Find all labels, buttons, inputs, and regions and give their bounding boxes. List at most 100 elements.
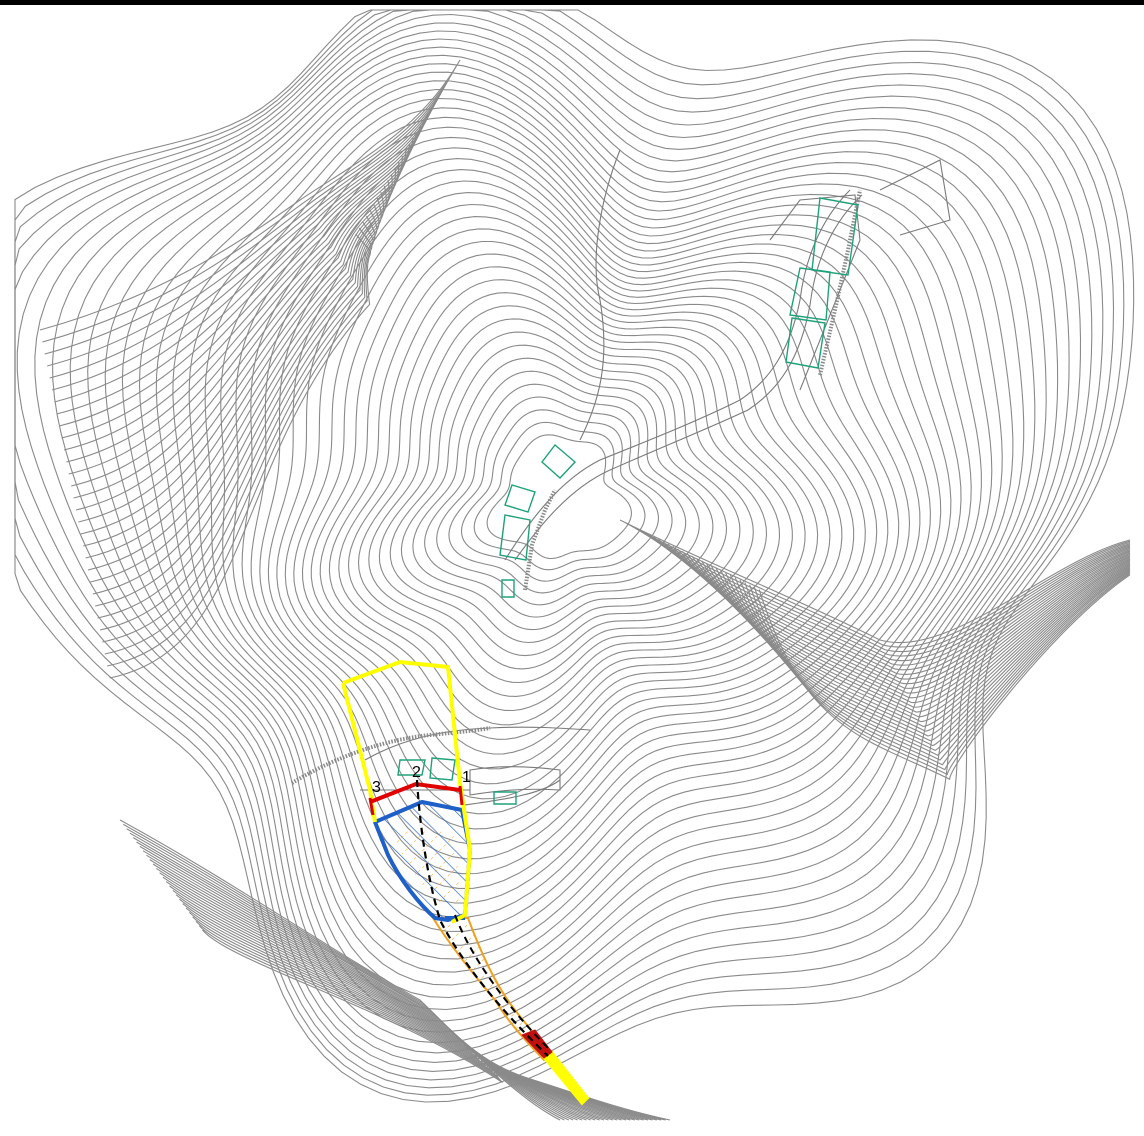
contour-line: [276, 180, 889, 830]
contour-line: [357, 292, 781, 697]
section-label-3: 3: [372, 779, 381, 796]
contour-line: [169, 885, 627, 1121]
contour-line: [34, 22, 1070, 1054]
contour-line: [104, 221, 374, 655]
contour-line: [179, 898, 640, 1121]
building: [541, 443, 577, 479]
contour-line: [188, 97, 972, 946]
contour-line: [16, 13, 1082, 1063]
contour-line: [172, 889, 631, 1121]
building: [811, 197, 859, 276]
contour-line: [232, 126, 942, 904]
contour-line: [165, 881, 622, 1121]
contour-line: [87, 46, 1036, 1022]
building: [499, 514, 531, 561]
contour-line: [104, 54, 1025, 1011]
contour-line: [99, 209, 378, 631]
contour-line: [672, 546, 1131, 694]
contour-line: [47, 77, 450, 367]
contour-line: [188, 911, 653, 1121]
contour-line: [658, 538, 1131, 680]
contour-line: [14, 9, 1135, 1103]
contour-line: [259, 158, 911, 860]
contour-line: [109, 233, 372, 679]
contour-line: [172, 88, 982, 960]
contour-line: [192, 916, 657, 1121]
contour-line: [267, 169, 900, 845]
contour-line: [87, 179, 390, 571]
contour-line: [389, 331, 741, 657]
building: [397, 759, 426, 776]
contour-line: [347, 279, 793, 712]
contour-line: [460, 409, 659, 582]
section-line: [369, 781, 461, 804]
contour-line: [182, 903, 644, 1121]
contour-line: [156, 867, 609, 1121]
contour-line: [204, 107, 962, 932]
contour-line: [653, 536, 1131, 675]
contour-line: [436, 383, 687, 606]
contour-line: [634, 526, 1131, 657]
flow-axis-line-2: [454, 914, 551, 1051]
contour-line: [378, 318, 754, 670]
contour-line: [220, 116, 952, 918]
contour-line: [310, 228, 843, 770]
contour-line: [126, 828, 570, 1121]
contour-line: [486, 434, 632, 560]
contour-line: [667, 543, 1131, 689]
contour-line: [338, 266, 806, 726]
contour-line: [424, 370, 700, 618]
contour-line: [284, 192, 878, 815]
contour-line: [368, 305, 768, 684]
contour-line: [146, 854, 596, 1121]
contour-line: [155, 80, 993, 973]
contour-line: [142, 850, 591, 1121]
contour-line: [681, 550, 1131, 703]
contour-line: [139, 845, 587, 1121]
building: [785, 317, 826, 369]
section-label-2: 2: [412, 764, 421, 781]
contour-line: [412, 357, 714, 631]
contour-line: [159, 872, 613, 1121]
contour-line: [195, 920, 662, 1121]
contour-line: [241, 136, 931, 889]
contour-line: [138, 71, 1003, 986]
contour-line: [473, 421, 646, 571]
contour-line: [400, 344, 728, 644]
contour-line: [149, 859, 600, 1121]
contour-line: [175, 894, 635, 1121]
contour-line: [73, 143, 411, 499]
contour-line: [54, 95, 439, 403]
buildings: [397, 197, 859, 805]
contour-line: [107, 227, 373, 667]
building: [493, 791, 517, 805]
building: [501, 579, 515, 598]
contour-line: [744, 570, 1131, 766]
building: [789, 267, 831, 321]
contour-line: [629, 524, 1131, 653]
retaining-walls: [290, 189, 862, 785]
contour-line: [136, 841, 583, 1121]
contour-line: [14, 9, 1093, 1072]
contour-line: [152, 863, 605, 1121]
deposit-zone-hatch: [390, 830, 460, 910]
contour-line: [42, 65, 457, 343]
contour-line: [97, 203, 380, 619]
contour-line: [734, 568, 1131, 756]
contour-line: [69, 38, 1047, 1033]
contour-line: [132, 837, 578, 1121]
contour-line: [51, 89, 443, 391]
contour-line: [44, 71, 454, 355]
building: [504, 484, 536, 513]
contour-line: [59, 107, 432, 427]
contour-line: [328, 253, 819, 740]
contour-line: [162, 876, 618, 1121]
contour-line: [301, 216, 855, 785]
contour-line: [92, 191, 385, 595]
contour-line: [643, 531, 1131, 666]
contour-line: [129, 832, 574, 1121]
contour-lines: [14, 9, 1135, 1121]
section-label-1: 1: [462, 769, 471, 786]
contour-line: [185, 907, 649, 1121]
